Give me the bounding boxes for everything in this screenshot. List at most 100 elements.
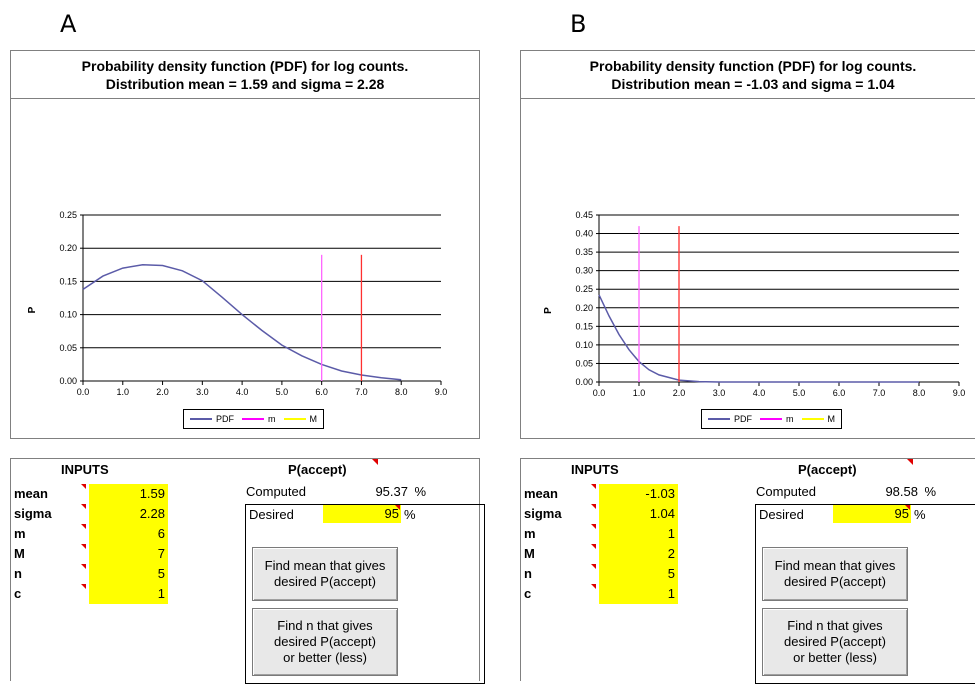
button-label-line: Find n that gives: [277, 618, 373, 633]
button-label-line: Find mean that gives: [264, 558, 386, 573]
legend-swatch-m: [760, 418, 782, 420]
input-m[interactable]: 1: [599, 524, 678, 544]
y-tick-label: 0.20: [59, 243, 77, 253]
x-tick-label: 4.0: [236, 387, 249, 397]
comment-indicator: [907, 459, 913, 465]
panel-letter: A: [60, 10, 77, 38]
x-tick-label: 0.0: [77, 387, 90, 397]
comment-indicator: [905, 505, 910, 510]
computed-value: 95.37: [375, 484, 408, 499]
x-tick-label: 2.0: [156, 387, 169, 397]
input-label: c: [14, 586, 22, 601]
desired-box: Desired 95 % Find mean that gives desire…: [755, 504, 975, 684]
legend-swatch-pdf: [708, 418, 730, 420]
comment-indicator: [81, 504, 86, 509]
y-tick-label: 0.20: [575, 303, 593, 313]
inputs-panel: INPUTS mean -1.03 sigma 1.04 m 1 M 2 n 5…: [520, 458, 975, 684]
paccept-title: P(accept): [288, 462, 347, 477]
x-tick-label: 1.0: [633, 388, 646, 398]
desired-input[interactable]: 95: [323, 505, 401, 523]
input-sigma[interactable]: 2.28: [89, 504, 168, 524]
find-n-button[interactable]: Find n that gives desired P(accept) or b…: [762, 608, 908, 676]
input-row-sigma: sigma 1.04: [521, 504, 691, 524]
input-c[interactable]: 1: [599, 584, 678, 604]
comment-indicator: [81, 564, 86, 569]
input-row-m: m 1: [521, 524, 691, 544]
input-n[interactable]: 5: [89, 564, 168, 584]
legend-swatch-M: [801, 418, 824, 420]
comment-indicator: [81, 484, 86, 489]
computed-label: Computed: [246, 484, 306, 499]
percent-sign: %: [414, 484, 426, 499]
input-mean[interactable]: -1.03: [599, 484, 678, 504]
chart-title: Probability density function (PDF) for l…: [11, 51, 479, 99]
x-tick-label: 3.0: [196, 387, 209, 397]
paccept-title: P(accept): [798, 462, 857, 477]
chart-legend: PDF m M: [701, 409, 842, 429]
comment-indicator: [395, 505, 400, 510]
chart-area: Probability density function (PDF) for l…: [520, 50, 975, 439]
input-label: m: [524, 526, 536, 541]
input-M[interactable]: 7: [89, 544, 168, 564]
legend-item-m: m: [760, 414, 794, 424]
y-tick-label: 0.00: [59, 376, 77, 386]
x-tick-label: 4.0: [753, 388, 766, 398]
comment-indicator: [81, 524, 86, 529]
input-label: M: [14, 546, 25, 561]
x-tick-label: 5.0: [793, 388, 806, 398]
find-mean-button[interactable]: Find mean that gives desired P(accept): [762, 547, 908, 601]
button-label-line: desired P(accept): [784, 634, 886, 649]
x-tick-label: 7.0: [873, 388, 886, 398]
inputs-title: INPUTS: [571, 462, 619, 477]
legend-label-pdf: PDF: [216, 414, 234, 424]
percent-sign: %: [914, 507, 926, 522]
input-sigma[interactable]: 1.04: [599, 504, 678, 524]
comment-indicator: [591, 524, 596, 529]
y-tick-label: 0.45: [575, 210, 593, 220]
legend-label-M: M: [309, 414, 318, 424]
legend-swatch-pdf: [190, 418, 212, 420]
button-label-line: Find mean that gives: [774, 558, 896, 573]
legend-label-m: m: [786, 414, 794, 424]
input-mean[interactable]: 1.59: [89, 484, 168, 504]
chart-title-line-2: Distribution mean = 1.59 and sigma = 2.2…: [105, 76, 385, 92]
input-m[interactable]: 6: [89, 524, 168, 544]
comment-indicator: [591, 544, 596, 549]
legend-label-m: m: [268, 414, 276, 424]
input-c[interactable]: 1: [89, 584, 168, 604]
y-tick-label: 0.15: [575, 321, 593, 331]
input-n[interactable]: 5: [599, 564, 678, 584]
y-axis-label: P: [543, 307, 554, 314]
input-row-c: c 1: [521, 584, 691, 604]
chart-title: Probability density function (PDF) for l…: [521, 51, 975, 99]
comment-indicator: [81, 584, 86, 589]
button-label-line: Find n that gives: [787, 618, 883, 633]
desired-input[interactable]: 95: [833, 505, 911, 523]
input-label: mean: [14, 486, 48, 501]
button-label-line: desired P(accept): [274, 574, 376, 589]
input-M[interactable]: 2: [599, 544, 678, 564]
x-tick-label: 5.0: [276, 387, 289, 397]
legend-item-pdf: PDF: [190, 414, 234, 424]
computed-value: 98.58: [885, 484, 918, 499]
legend-item-pdf: PDF: [708, 414, 752, 424]
input-row-c: c 1: [11, 584, 181, 604]
pdf-chart: 0.00 0.05 0.10 0.15 0.20 0.25 0.0 1.0 2.0 3.0 4.0 5…: [27, 210, 447, 425]
x-tick-label: 3.0: [713, 388, 726, 398]
y-tick-label: 0.25: [575, 284, 593, 294]
y-tick-label: 0.40: [575, 229, 593, 239]
button-label-line: desired P(accept): [784, 574, 886, 589]
legend-label-M: M: [827, 414, 836, 424]
chart-title-line-1: Probability density function (PDF) for l…: [81, 58, 409, 74]
comment-indicator: [591, 564, 596, 569]
comment-indicator: [591, 484, 596, 489]
chart-legend: PDF m M: [183, 409, 324, 429]
panel-a: A Probability density function (PDF) for…: [10, 10, 485, 684]
input-label: n: [524, 566, 532, 581]
find-n-button[interactable]: Find n that gives desired P(accept) or b…: [252, 608, 398, 676]
input-label: n: [14, 566, 22, 581]
find-mean-button[interactable]: Find mean that gives desired P(accept): [252, 547, 398, 601]
chart-area: Probability density function (PDF) for l…: [10, 50, 480, 439]
x-tick-label: 8.0: [913, 388, 926, 398]
input-row-M: M 2: [521, 544, 691, 564]
